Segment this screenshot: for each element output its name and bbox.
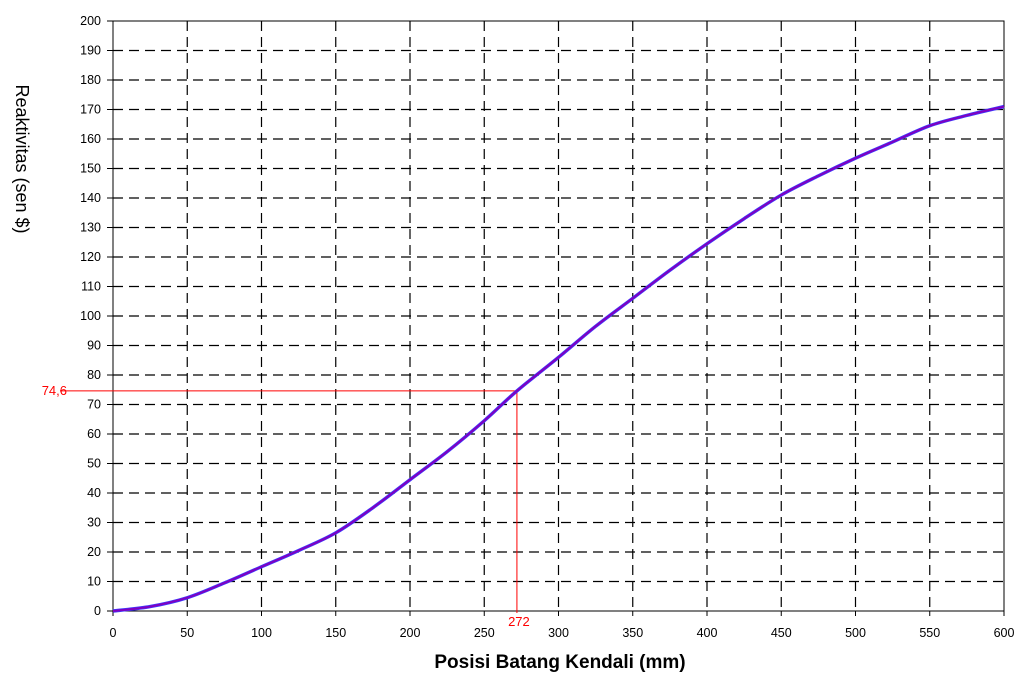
x-tick-label: 0 bbox=[110, 626, 117, 640]
y-tick-label: 190 bbox=[80, 44, 101, 58]
x-tick-label: 600 bbox=[994, 626, 1015, 640]
x-tick-label: 550 bbox=[919, 626, 940, 640]
y-tick-label: 10 bbox=[87, 575, 101, 589]
y-axis-label: Reaktivitas (sen $) bbox=[12, 84, 32, 233]
y-tick-label: 50 bbox=[87, 457, 101, 471]
y-tick-label: 200 bbox=[80, 14, 101, 28]
y-tick-label: 110 bbox=[81, 280, 101, 294]
marker-y-label: 74,6 bbox=[42, 383, 67, 398]
y-tick-label: 140 bbox=[80, 191, 101, 205]
x-tick-label: 300 bbox=[548, 626, 569, 640]
y-tick-label: 80 bbox=[87, 368, 101, 382]
x-axis-label: Posisi Batang Kendali (mm) bbox=[434, 652, 685, 673]
y-tick-label: 90 bbox=[87, 339, 101, 353]
y-tick-label: 160 bbox=[80, 132, 101, 146]
grid bbox=[113, 21, 1004, 611]
y-tick-label: 70 bbox=[87, 398, 101, 412]
x-tick-label: 150 bbox=[325, 626, 346, 640]
y-tick-label: 180 bbox=[80, 73, 101, 87]
y-tick-label: 120 bbox=[80, 250, 101, 264]
y-axis-ticks: 0 10 20 30 40 50 60 70 80 90 100 110 120 130 140 150 160… bbox=[80, 14, 113, 618]
x-tick-label: 350 bbox=[622, 626, 643, 640]
marker-x-label: 272 bbox=[508, 614, 530, 629]
x-axis-ticks: 0 50 100 150 200 250 300 350 400 450 500 550 600 bbox=[110, 611, 1015, 640]
marker-lines bbox=[60, 390, 518, 613]
series-line bbox=[112, 105, 1005, 612]
y-tick-label: 30 bbox=[87, 516, 101, 530]
x-tick-label: 200 bbox=[400, 626, 421, 640]
y-tick-label: 100 bbox=[80, 309, 101, 323]
y-tick-label: 40 bbox=[87, 486, 101, 500]
x-tick-label: 400 bbox=[697, 626, 718, 640]
x-tick-label: 500 bbox=[845, 626, 866, 640]
series-group bbox=[112, 104, 1005, 613]
x-tick-label: 50 bbox=[180, 626, 194, 640]
y-tick-label: 150 bbox=[80, 162, 101, 176]
x-tick-label: 450 bbox=[771, 626, 792, 640]
y-tick-label: 60 bbox=[87, 427, 101, 441]
y-tick-label: 130 bbox=[80, 221, 101, 235]
x-tick-label: 100 bbox=[251, 626, 272, 640]
x-tick-label: 250 bbox=[474, 626, 495, 640]
y-tick-label: 170 bbox=[80, 103, 101, 117]
y-tick-label: 20 bbox=[87, 545, 101, 559]
y-tick-label: 0 bbox=[94, 604, 101, 618]
